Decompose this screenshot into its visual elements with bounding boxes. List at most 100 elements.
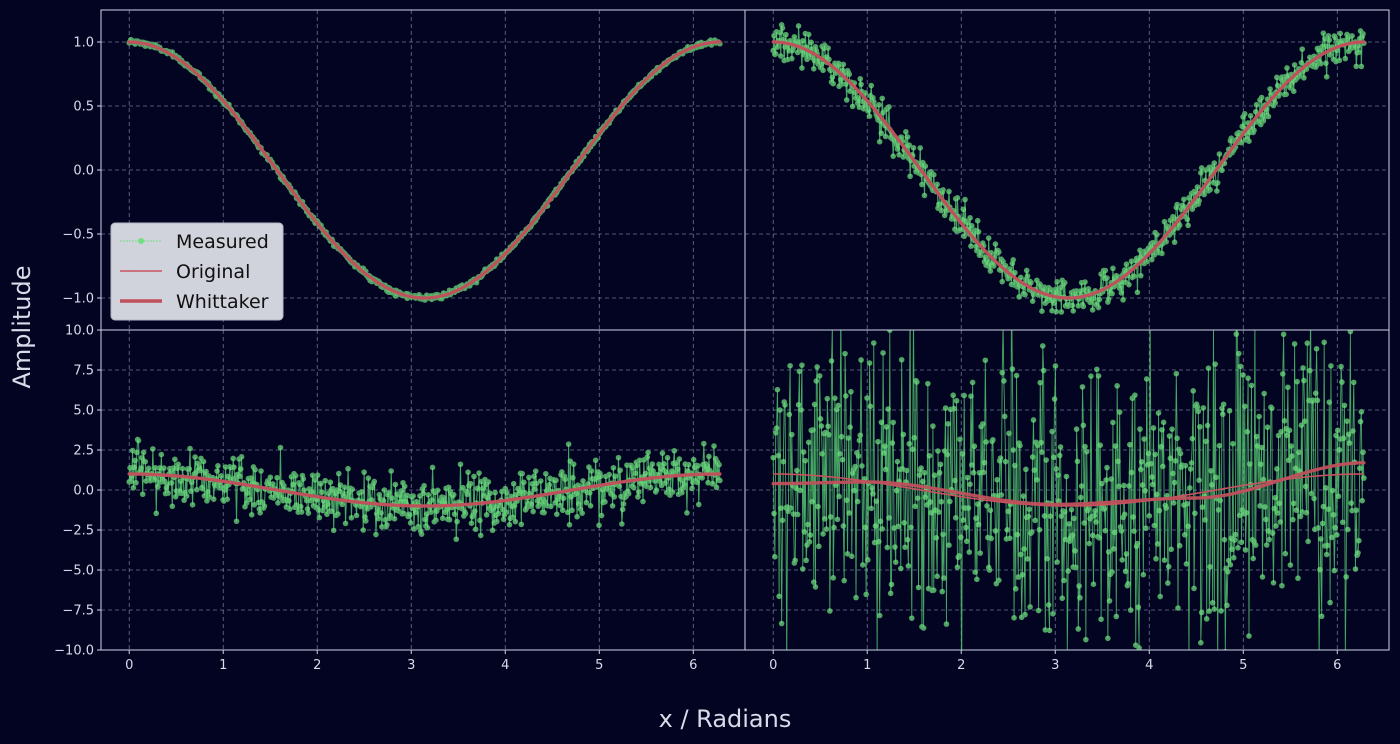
data-point-measured — [1274, 466, 1280, 472]
data-point-measured — [689, 485, 695, 492]
data-point-measured — [1245, 375, 1251, 382]
data-point-measured — [151, 476, 158, 483]
data-point-measured — [503, 509, 509, 515]
data-point-measured — [384, 522, 390, 528]
data-point-measured — [454, 518, 460, 525]
data-point-measured — [385, 490, 392, 496]
data-point-measured — [704, 463, 711, 469]
data-point-measured — [856, 437, 863, 444]
data-point-measured — [782, 402, 788, 408]
data-point-measured — [1244, 428, 1251, 435]
data-point-measured — [483, 512, 490, 518]
data-point-measured — [888, 581, 895, 588]
data-point-measured — [1116, 409, 1123, 415]
data-point-measured — [1232, 531, 1239, 538]
data-point-measured — [252, 466, 258, 473]
x-tick-label: 0 — [769, 658, 777, 673]
data-point-measured — [511, 502, 518, 509]
data-point-measured — [1301, 377, 1307, 384]
data-point-measured — [153, 510, 160, 517]
data-point-measured — [1037, 379, 1044, 386]
data-point-measured — [1279, 371, 1286, 377]
data-point-measured — [1166, 433, 1173, 439]
data-point-measured — [1268, 405, 1275, 412]
data-point-measured — [526, 474, 532, 481]
data-point-measured — [129, 447, 136, 454]
data-point-measured — [1043, 457, 1049, 463]
data-point-measured — [1360, 449, 1366, 456]
data-point-measured — [1012, 586, 1019, 592]
data-point-measured — [588, 468, 595, 474]
data-point-measured — [411, 526, 417, 532]
data-point-measured — [838, 81, 845, 87]
data-point-measured — [215, 463, 221, 469]
data-point-measured — [784, 56, 791, 63]
data-point-measured — [849, 103, 856, 110]
data-point-measured — [862, 524, 869, 531]
data-point-measured — [1336, 447, 1343, 453]
data-point-measured — [881, 443, 888, 450]
data-point-measured — [713, 484, 720, 491]
data-point-measured — [872, 523, 879, 529]
data-point-measured — [1024, 556, 1031, 562]
data-point-measured — [318, 480, 324, 487]
data-point-measured — [642, 470, 649, 477]
data-point-measured — [1041, 513, 1048, 519]
data-point-measured — [1039, 449, 1045, 455]
data-point-measured — [421, 482, 427, 489]
data-point-measured — [565, 441, 572, 447]
data-point-measured — [1265, 113, 1272, 120]
data-point-measured — [1065, 568, 1071, 574]
data-point-measured — [1159, 427, 1165, 433]
data-point-measured — [819, 451, 826, 457]
y-tick-label: −5.0 — [62, 564, 94, 579]
data-point-measured — [663, 468, 669, 475]
data-point-measured — [1238, 539, 1245, 546]
x-tick-label: 5 — [595, 658, 603, 673]
data-point-measured — [316, 514, 323, 521]
data-point-measured — [1325, 33, 1332, 39]
data-point-measured — [391, 515, 398, 522]
data-point-measured — [1121, 482, 1127, 489]
data-point-measured — [701, 440, 707, 447]
data-point-measured — [142, 458, 149, 465]
panel-bottom-left: 10.0 7.5 5.0 2.5 0.0 −2.5 −5.0 −7.5 −10.0 0 1 2 3 4 5 6 — [54, 324, 746, 673]
data-point-measured — [472, 508, 478, 514]
data-point-measured — [1027, 604, 1033, 610]
data-point-measured — [1181, 532, 1188, 538]
data-point-measured — [1041, 284, 1048, 291]
series-measured-points — [770, 330, 1367, 650]
data-point-measured — [1208, 467, 1214, 474]
series-whittaker-line — [127, 472, 722, 508]
data-point-measured — [681, 481, 688, 488]
data-point-measured — [870, 490, 876, 497]
data-point-measured — [1217, 497, 1224, 504]
data-point-measured — [808, 39, 815, 46]
data-point-measured — [870, 98, 877, 105]
data-point-measured — [353, 512, 360, 519]
data-point-measured — [175, 461, 182, 468]
data-point-measured — [970, 469, 977, 476]
data-point-measured — [930, 171, 937, 178]
data-point-measured — [1311, 495, 1317, 502]
data-point-measured — [1167, 455, 1174, 462]
data-point-measured — [1273, 523, 1279, 529]
data-point-measured — [1172, 458, 1179, 464]
data-point-measured — [1002, 458, 1009, 465]
data-point-measured — [674, 466, 681, 473]
data-point-measured — [1348, 500, 1355, 506]
data-point-measured — [301, 487, 307, 493]
data-point-measured — [1263, 516, 1269, 523]
data-point-measured — [1263, 542, 1270, 548]
data-point-measured — [132, 457, 138, 464]
panels: 1.0 0.5 0.0 −0.5 −1.0 10.0 7.5 5.0 2.5 0.0 −2.5 −5.… — [54, 9, 1390, 673]
data-point-measured — [1035, 607, 1042, 614]
data-point-measured — [987, 268, 994, 274]
data-point-measured — [1200, 405, 1207, 411]
data-point-measured — [1216, 151, 1223, 157]
data-point-measured — [526, 490, 533, 497]
data-point-measured — [664, 454, 671, 461]
data-point-measured — [620, 501, 627, 507]
panel-top-right — [744, 9, 1390, 331]
data-point-measured — [179, 465, 186, 472]
